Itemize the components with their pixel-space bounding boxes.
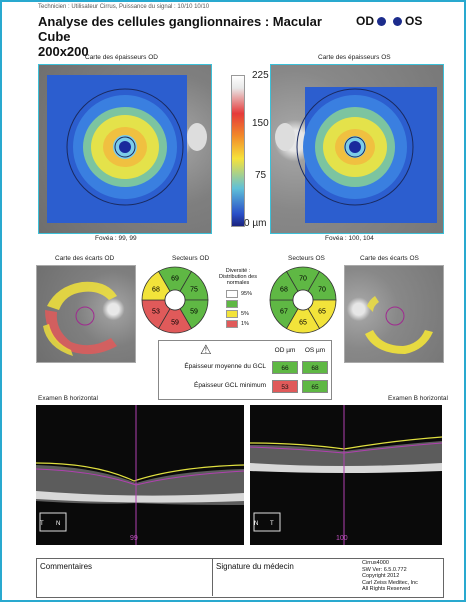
col-header-od: OD µm	[274, 347, 296, 354]
legend: 95% 5% 1%	[226, 290, 252, 328]
bscan-od-image	[36, 405, 244, 545]
row1-os-value: 68	[302, 361, 328, 374]
thickness-map-os-overlay	[275, 87, 437, 223]
od-eye-icon	[377, 17, 387, 27]
od-os-label: OD OS	[356, 14, 422, 28]
deviation-map-od-title: Carte des écarts OD	[55, 255, 115, 262]
legend-item-95: 95%	[226, 290, 252, 298]
thickness-color-scale	[231, 75, 245, 227]
row2-label: Épaisseur GCL minimum	[193, 382, 266, 389]
bscan-os-image	[250, 405, 442, 545]
os-eye-icon	[392, 17, 402, 27]
signature-label: Signature du médecin	[216, 562, 294, 571]
row1-od-value: 66	[272, 361, 298, 374]
device-info: Cirrus4000 SW Ver: 6.5.0.772 Copyright 2…	[362, 560, 418, 593]
thickness-map-od-title: Carte des épaisseurs OD	[85, 54, 158, 61]
row2-od-value: 53	[272, 380, 298, 393]
device-line: Carl Zeiss Meditec, Inc	[362, 579, 418, 586]
device-line: Cirrus4000	[362, 560, 389, 566]
deviation-map-os	[344, 265, 444, 363]
os-label: OS	[405, 14, 423, 28]
row1-label: Épaisseur moyenne du GCL	[184, 363, 266, 370]
legend-item-1: 1%	[226, 320, 252, 328]
row2-os-value: 65	[302, 380, 328, 393]
legend-title: Diversité : Distribution des normales	[219, 268, 257, 286]
bscan-os: T N 100	[250, 405, 442, 545]
device-line: SW Ver: 6.5.0.772	[362, 566, 407, 573]
fovea-os: Fovéa : 100, 104	[325, 235, 374, 242]
sector-chart-os: 70 70 65 65 67 68	[269, 266, 337, 334]
warning-icon: ⚠	[200, 342, 212, 357]
bscan-os-axis-n: N	[254, 521, 259, 527]
bscan-od-axis-n: N	[56, 521, 61, 527]
bscan-od: T N 99	[36, 405, 244, 545]
technician-line: Technicien : Utilisateur Cirrus, Puissan…	[38, 4, 210, 10]
sector-chart-od: 69 75 59 59 53 68	[141, 266, 209, 334]
od-sector-value-5: 68	[152, 287, 160, 294]
col-header-os: OS µm	[304, 347, 326, 354]
bscan-od-title: Examen B horizontal	[38, 395, 98, 402]
od-center-hole	[164, 289, 186, 311]
os-sector-value-2: 65	[318, 309, 326, 316]
deviation-map-os-overlay	[365, 296, 433, 354]
od-sector-value-2: 59	[190, 309, 198, 316]
thickness-map-os	[270, 64, 444, 234]
footer-divider	[212, 558, 213, 596]
od-sector-value-0: 69	[171, 276, 179, 283]
bscan-os-index: 100	[336, 535, 348, 542]
od-sector-value-3: 59	[171, 320, 179, 327]
report-title: Analyse des cellules ganglionnaires : Ma…	[38, 14, 358, 59]
device-line: Copyright 2012	[362, 573, 400, 579]
sectors-od-title: Secteurs OD	[172, 255, 210, 262]
legend-item-5: 5%	[226, 310, 252, 318]
bscan-os-axis-t: T	[270, 521, 274, 527]
bscan-os-title: Examen B horizontal	[388, 395, 448, 402]
device-line: All Rights Reserved	[362, 586, 411, 592]
deviation-map-od-overlay	[43, 281, 117, 356]
os-sector-value-0: 70	[299, 276, 307, 283]
thickness-map-os-title: Carte des épaisseurs OS	[318, 54, 391, 61]
legend-item-green	[226, 300, 252, 308]
sectors-os-title: Secteurs OS	[288, 255, 325, 262]
scale-label-225: 225	[252, 70, 269, 81]
os-sector-value-5: 68	[280, 287, 288, 294]
bscan-od-axis-t: T	[40, 521, 44, 527]
fovea-od: Fovéa : 99, 99	[95, 235, 137, 242]
scale-label-75: 75	[255, 170, 267, 181]
scale-label-150: 150	[252, 118, 269, 129]
os-sector-value-1: 70	[318, 287, 326, 294]
bscan-od-index: 99	[130, 535, 138, 542]
od-sector-value-4: 53	[152, 309, 160, 316]
gcl-table	[158, 340, 332, 400]
scale-label-0: 0 µm	[244, 218, 267, 229]
footer-box	[36, 558, 444, 598]
title-line-2: 200x200	[38, 44, 89, 59]
comments-label: Commentaires	[40, 562, 93, 571]
deviation-map-od	[36, 265, 136, 363]
thickness-map-od-overlay	[47, 75, 207, 223]
title-line-1: Analyse des cellules ganglionnaires : Ma…	[38, 14, 322, 44]
deviation-map-os-title: Carte des écarts OS	[360, 255, 419, 262]
od-label: OD	[356, 14, 374, 28]
od-sector-value-1: 75	[190, 287, 198, 294]
os-sector-value-4: 67	[280, 309, 288, 316]
os-center-hole	[292, 289, 314, 311]
os-sector-value-3: 65	[299, 320, 307, 327]
thickness-map-od	[38, 64, 212, 234]
